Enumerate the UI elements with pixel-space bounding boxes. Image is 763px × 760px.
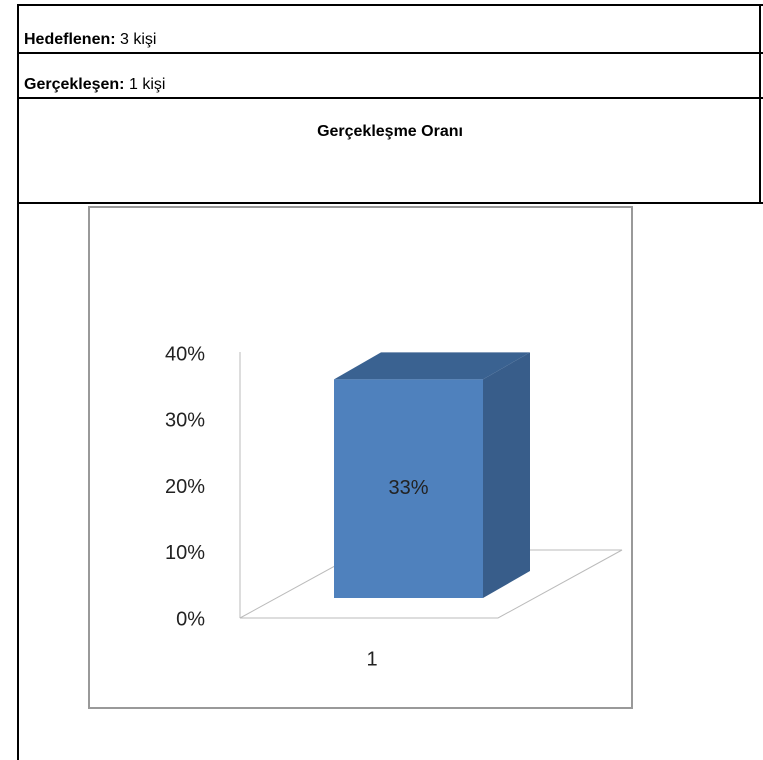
y-tick-label: 20% xyxy=(165,476,205,498)
y-tick-label: 0% xyxy=(176,608,205,630)
chart: 0% 10% 20% 30% 40% 33% 1 xyxy=(165,343,530,670)
bar xyxy=(334,379,483,598)
table-borders xyxy=(17,4,763,760)
row-text: Gerçekleşen: 1 kişi xyxy=(24,76,165,93)
y-tick-label: 30% xyxy=(165,410,205,432)
row-value: 3 kişi xyxy=(120,31,156,48)
bar-side xyxy=(483,352,530,598)
value-label: 33% xyxy=(388,477,428,499)
row-label: Gerçekleşen: xyxy=(24,76,125,93)
x-tick-label: 1 xyxy=(366,648,377,670)
y-tick-label: 10% xyxy=(165,542,205,564)
y-tick-label: 40% xyxy=(165,343,205,365)
row-text: Hedeflenen: 3 kişi xyxy=(24,31,156,48)
floor xyxy=(239,549,623,619)
heading: Gerçekleşme Oranı xyxy=(317,123,463,140)
bar-top xyxy=(334,352,530,380)
row-label: Hedeflenen: xyxy=(24,31,116,48)
row-value: 1 kişi xyxy=(129,76,165,93)
